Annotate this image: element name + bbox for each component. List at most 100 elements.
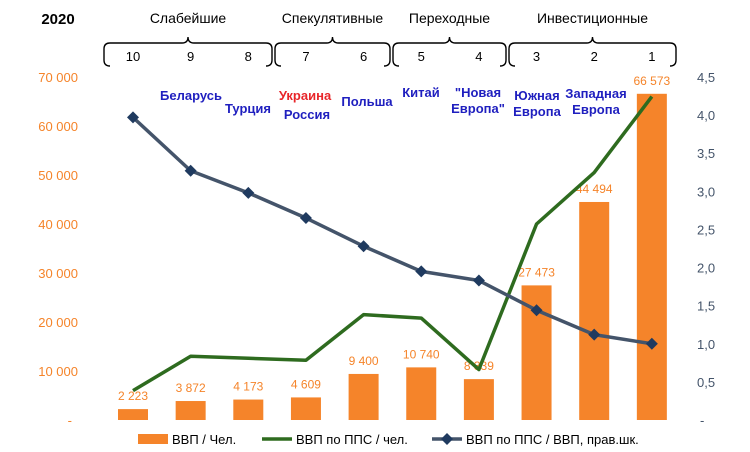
- country-label: Украина: [279, 88, 332, 103]
- ratio-point: [645, 337, 658, 350]
- bar-data-label: 27 473: [518, 265, 555, 279]
- category-label: 1: [648, 49, 655, 64]
- country-label: Европа: [513, 104, 561, 119]
- legend-marker-ratio: [441, 433, 453, 445]
- ratio-point: [242, 186, 255, 199]
- legend-label-bar: ВВП / Чел.: [172, 432, 236, 447]
- bar: [463, 379, 494, 420]
- bar-data-label: 10 740: [403, 347, 440, 361]
- ratio-point: [472, 274, 485, 287]
- left-tick-label: 50 000: [38, 168, 78, 183]
- legend-label-ratio: ВВП по ППС / ВВП, прав.шк.: [466, 432, 639, 447]
- bar: [290, 397, 321, 420]
- left-axis-ticks: - 10 000 20 000 30 000 40 000 50 000 60 000 70 …: [38, 70, 78, 428]
- ppp-line-series: [132, 95, 654, 393]
- country-label: "Новая: [455, 85, 501, 100]
- country-label: Южная: [514, 88, 559, 103]
- bar-data-label: 44 494: [576, 182, 613, 196]
- bracket-right-1: [383, 42, 391, 67]
- right-tick-label: 4,0: [697, 108, 715, 123]
- bar: [406, 367, 437, 420]
- category-label: 3: [533, 49, 540, 64]
- bracket-left-1: [274, 42, 282, 67]
- group-labels: Слабейшие Спекулятивные Переходные Инвестиц…: [150, 10, 648, 26]
- right-tick-label: 1,0: [697, 337, 715, 352]
- category-label: 8: [245, 49, 252, 64]
- left-tick-label: 10 000: [38, 364, 78, 379]
- bracket-left-2: [392, 42, 400, 67]
- chart-title: 2020: [41, 11, 74, 28]
- bracket-left-0: [103, 42, 111, 67]
- bar-data-label: 4 609: [291, 377, 321, 391]
- group-brackets: [103, 36, 677, 67]
- country-label: Западная: [565, 86, 626, 101]
- right-tick-label: 4,5: [697, 70, 715, 85]
- category-label: 10: [126, 49, 140, 64]
- ratio-point: [299, 212, 312, 225]
- category-label: 6: [360, 49, 367, 64]
- legend: ВВП / Чел. ВВП по ППС / чел. ВВП по ППС / …: [138, 432, 639, 447]
- bar-data-label: 3 872: [176, 381, 206, 395]
- ratio-point: [588, 328, 601, 341]
- left-tick-label: 60 000: [38, 119, 78, 134]
- bracket-right-2: [499, 42, 507, 67]
- ratio-point: [530, 304, 543, 317]
- left-tick-label: 30 000: [38, 266, 78, 281]
- bracket-right-3: [669, 42, 677, 67]
- right-tick-label: 3,0: [697, 184, 715, 199]
- country-label: Турция: [225, 101, 271, 116]
- group-label-2: Переходные: [409, 10, 490, 26]
- category-labels: 10 9 8 7 6 5 4 3 2 1: [126, 49, 656, 64]
- country-label: Беларусь: [160, 88, 222, 103]
- right-tick-label: 0,5: [697, 375, 715, 390]
- bracket-left-3: [508, 42, 516, 67]
- bar-data-label: 9 400: [349, 354, 379, 368]
- country-label: Польша: [341, 94, 393, 109]
- bar-data-label: 4 173: [233, 380, 263, 394]
- right-tick-label: -: [700, 413, 704, 428]
- ratio-line-series: [127, 111, 658, 350]
- country-label: Европа: [572, 102, 620, 117]
- country-label: Китай: [402, 85, 440, 100]
- ratio-line: [131, 116, 653, 346]
- left-tick-label: -: [68, 413, 72, 428]
- bar: [175, 401, 206, 420]
- right-tick-label: 2,5: [697, 222, 715, 237]
- bar: [579, 201, 610, 420]
- left-tick-label: 70 000: [38, 70, 78, 85]
- bracket-right-0: [265, 42, 273, 67]
- bar-series: [118, 93, 667, 420]
- category-label: 7: [302, 49, 309, 64]
- left-tick-label: 40 000: [38, 217, 78, 232]
- right-tick-label: 2,0: [697, 261, 715, 276]
- country-label: Россия: [284, 107, 330, 122]
- ratio-point: [415, 265, 428, 278]
- ratio-point: [127, 111, 139, 124]
- category-label: 5: [418, 49, 425, 64]
- legend-label-ppp: ВВП по ППС / чел.: [296, 432, 408, 447]
- bar: [118, 409, 148, 420]
- category-label: 9: [187, 49, 194, 64]
- left-tick-label: 20 000: [38, 315, 78, 330]
- bracket-top-0: [110, 36, 266, 44]
- bar: [636, 93, 667, 420]
- legend-swatch-bar: [138, 434, 168, 444]
- right-axis-ticks: - 0,5 1,0 1,5 2,0 2,5 3,0 3,5 4,0 4,5: [697, 70, 715, 428]
- bracket-top-3: [515, 36, 670, 44]
- bar: [233, 399, 264, 420]
- right-tick-label: 1,5: [697, 299, 715, 314]
- country-label: Европа": [451, 101, 505, 116]
- category-label: 4: [475, 49, 482, 64]
- bar: [348, 373, 379, 420]
- ratio-point: [184, 164, 197, 177]
- group-label-3: Инвестиционные: [537, 10, 648, 26]
- category-label: 2: [591, 49, 598, 64]
- ppp-line: [132, 95, 654, 393]
- bracket-top-1: [281, 36, 384, 44]
- group-label-1: Спекулятивные: [282, 10, 384, 26]
- ratio-point: [357, 240, 370, 253]
- bar-data-label: 2 223: [118, 389, 148, 403]
- right-tick-label: 3,5: [697, 146, 715, 161]
- bracket-top-2: [399, 36, 500, 44]
